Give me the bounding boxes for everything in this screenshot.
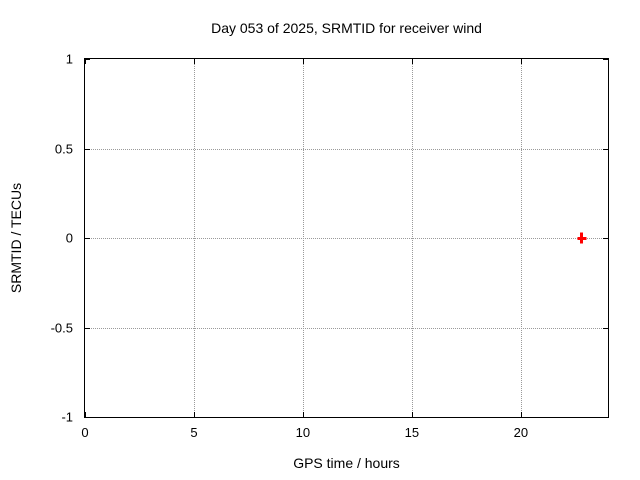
y-tick-label: -0.5	[50, 320, 73, 335]
y-tick-mark-left	[85, 148, 90, 150]
x-tick-mark-top	[85, 59, 86, 64]
x-tick-mark-bottom	[411, 412, 413, 417]
y-tick-label: 0	[65, 230, 73, 246]
data-point-marker	[577, 233, 586, 244]
x-tick-label: 10	[295, 425, 311, 440]
y-tick-mark-left	[85, 59, 90, 60]
chart-title: Day 053 of 2025, SRMTID for receiver win…	[211, 20, 482, 36]
y-gridline	[85, 238, 608, 239]
y-tick-mark-left	[85, 238, 90, 239]
x-tick-label: 15	[404, 425, 420, 440]
y-tick-mark-right	[603, 327, 608, 329]
y-axis-label: SRMTID / TECUs	[8, 182, 24, 294]
y-tick-mark-right	[603, 238, 608, 239]
x-axis-label: GPS time / hours	[293, 455, 400, 471]
x-tick-mark-top	[302, 59, 304, 64]
x-tick-mark-top	[411, 59, 413, 64]
y-tick-label: 1	[65, 51, 73, 67]
y-tick-mark-left	[85, 327, 90, 329]
y-tick-mark-left	[85, 417, 90, 418]
y-gridline	[85, 327, 608, 329]
x-tick-mark-top	[193, 59, 195, 64]
y-tick-mark-right	[603, 59, 608, 60]
x-tick-mark-bottom	[520, 412, 522, 417]
y-gridline	[85, 148, 608, 150]
x-tick-mark-top	[520, 59, 522, 64]
x-tick-label: 5	[190, 425, 198, 440]
x-tick-label: 0	[81, 425, 89, 440]
y-tick-label: -1	[61, 409, 73, 425]
y-tick-mark-right	[603, 148, 608, 150]
x-tick-mark-bottom	[193, 412, 195, 417]
y-tick-label: 0.5	[54, 141, 73, 156]
x-tick-mark-bottom	[85, 412, 86, 417]
x-tick-mark-bottom	[302, 412, 304, 417]
y-tick-mark-right	[603, 417, 608, 418]
x-tick-label: 20	[513, 425, 529, 440]
plot-area: 0 5 10 15 20 1 0.5 0 -0.5 -1	[51, 52, 609, 440]
